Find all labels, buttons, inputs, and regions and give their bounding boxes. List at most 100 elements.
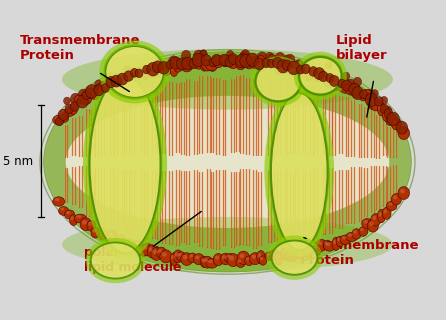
Ellipse shape <box>359 90 368 99</box>
Ellipse shape <box>380 104 388 113</box>
Ellipse shape <box>283 250 287 254</box>
Ellipse shape <box>151 67 158 75</box>
Ellipse shape <box>393 120 397 124</box>
Ellipse shape <box>275 64 279 69</box>
Ellipse shape <box>178 253 182 256</box>
Ellipse shape <box>333 80 336 84</box>
Ellipse shape <box>257 55 265 68</box>
Ellipse shape <box>301 64 310 74</box>
Ellipse shape <box>271 60 275 64</box>
Ellipse shape <box>170 252 178 266</box>
Ellipse shape <box>65 210 75 219</box>
Ellipse shape <box>249 57 261 68</box>
Ellipse shape <box>324 78 335 87</box>
Ellipse shape <box>303 245 307 250</box>
Ellipse shape <box>74 214 87 223</box>
Ellipse shape <box>352 87 363 100</box>
Ellipse shape <box>388 115 392 118</box>
Ellipse shape <box>87 220 96 231</box>
Ellipse shape <box>215 58 219 62</box>
Ellipse shape <box>195 60 199 64</box>
Ellipse shape <box>86 84 98 98</box>
Ellipse shape <box>53 115 65 125</box>
Ellipse shape <box>229 256 234 260</box>
Ellipse shape <box>396 121 408 134</box>
Ellipse shape <box>340 84 351 93</box>
Ellipse shape <box>387 114 397 123</box>
Ellipse shape <box>182 57 194 70</box>
Ellipse shape <box>240 56 244 61</box>
Ellipse shape <box>171 66 174 70</box>
Ellipse shape <box>206 61 218 71</box>
Ellipse shape <box>221 58 230 67</box>
Ellipse shape <box>316 68 327 81</box>
Ellipse shape <box>213 56 223 68</box>
Ellipse shape <box>286 65 297 75</box>
Ellipse shape <box>74 95 87 104</box>
Ellipse shape <box>147 62 159 76</box>
Ellipse shape <box>109 235 120 247</box>
Ellipse shape <box>127 71 131 74</box>
Ellipse shape <box>147 64 157 77</box>
Ellipse shape <box>82 220 87 225</box>
Ellipse shape <box>181 59 193 72</box>
Text: 5 nm: 5 nm <box>3 155 33 168</box>
Ellipse shape <box>108 232 113 237</box>
Ellipse shape <box>294 64 297 68</box>
Ellipse shape <box>245 256 253 266</box>
Ellipse shape <box>91 242 140 279</box>
Ellipse shape <box>359 91 368 101</box>
Ellipse shape <box>265 252 274 260</box>
Ellipse shape <box>309 67 318 76</box>
Ellipse shape <box>314 70 322 82</box>
Ellipse shape <box>227 57 231 60</box>
Ellipse shape <box>70 103 78 115</box>
Ellipse shape <box>160 63 172 76</box>
Ellipse shape <box>262 59 271 68</box>
Ellipse shape <box>151 64 162 77</box>
Ellipse shape <box>297 252 301 254</box>
Ellipse shape <box>116 235 127 247</box>
Ellipse shape <box>380 96 388 104</box>
Ellipse shape <box>55 198 60 201</box>
Ellipse shape <box>271 252 275 255</box>
Ellipse shape <box>338 79 346 88</box>
Ellipse shape <box>177 58 187 70</box>
Ellipse shape <box>346 232 358 242</box>
Ellipse shape <box>76 96 81 99</box>
Ellipse shape <box>241 50 249 59</box>
Ellipse shape <box>66 96 389 228</box>
Ellipse shape <box>224 253 236 263</box>
Ellipse shape <box>326 74 334 83</box>
Ellipse shape <box>227 254 239 267</box>
Ellipse shape <box>153 67 157 71</box>
Ellipse shape <box>255 61 301 102</box>
Ellipse shape <box>372 216 376 220</box>
Ellipse shape <box>80 92 92 105</box>
Ellipse shape <box>106 73 115 83</box>
Ellipse shape <box>318 241 322 245</box>
Ellipse shape <box>125 74 128 77</box>
Ellipse shape <box>208 260 213 263</box>
Ellipse shape <box>387 201 397 211</box>
Ellipse shape <box>92 229 95 233</box>
Ellipse shape <box>62 217 393 272</box>
Ellipse shape <box>365 93 377 107</box>
Ellipse shape <box>342 80 351 91</box>
Ellipse shape <box>236 60 245 70</box>
Ellipse shape <box>117 73 128 85</box>
Ellipse shape <box>326 79 330 82</box>
Ellipse shape <box>142 243 152 256</box>
Ellipse shape <box>177 60 186 69</box>
Ellipse shape <box>384 209 387 213</box>
Ellipse shape <box>44 52 411 272</box>
Ellipse shape <box>387 112 399 126</box>
Ellipse shape <box>153 250 157 254</box>
Ellipse shape <box>142 65 152 78</box>
Ellipse shape <box>204 258 208 262</box>
Ellipse shape <box>229 58 234 62</box>
Ellipse shape <box>192 53 204 67</box>
Ellipse shape <box>375 97 383 106</box>
Ellipse shape <box>245 59 253 69</box>
Ellipse shape <box>124 239 132 248</box>
